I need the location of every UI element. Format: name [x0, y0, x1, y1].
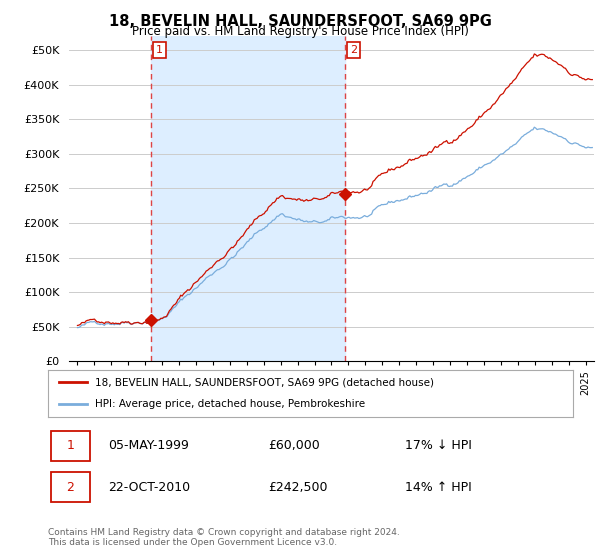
Text: Contains HM Land Registry data © Crown copyright and database right 2024.
This d: Contains HM Land Registry data © Crown c… [48, 528, 400, 547]
Text: Price paid vs. HM Land Registry's House Price Index (HPI): Price paid vs. HM Land Registry's House … [131, 25, 469, 38]
Text: 18, BEVELIN HALL, SAUNDERSFOOT, SA69 9PG: 18, BEVELIN HALL, SAUNDERSFOOT, SA69 9PG [109, 14, 491, 29]
Text: £60,000: £60,000 [269, 440, 320, 452]
Text: 1: 1 [67, 440, 74, 452]
Text: 2: 2 [67, 480, 74, 494]
Text: 18, BEVELIN HALL, SAUNDERSFOOT, SA69 9PG (detached house): 18, BEVELIN HALL, SAUNDERSFOOT, SA69 9PG… [95, 377, 434, 388]
Text: 05-MAY-1999: 05-MAY-1999 [109, 440, 189, 452]
Text: £242,500: £242,500 [269, 480, 328, 494]
Text: 1: 1 [156, 45, 163, 55]
Text: 22-OCT-2010: 22-OCT-2010 [109, 480, 191, 494]
FancyBboxPatch shape [50, 431, 90, 461]
Text: 2: 2 [350, 45, 357, 55]
Text: 17% ↓ HPI: 17% ↓ HPI [405, 440, 472, 452]
Text: HPI: Average price, detached house, Pembrokeshire: HPI: Average price, detached house, Pemb… [95, 399, 365, 409]
Bar [151, 36, 345, 361]
FancyBboxPatch shape [50, 473, 90, 502]
Text: 14% ↑ HPI: 14% ↑ HPI [405, 480, 472, 494]
